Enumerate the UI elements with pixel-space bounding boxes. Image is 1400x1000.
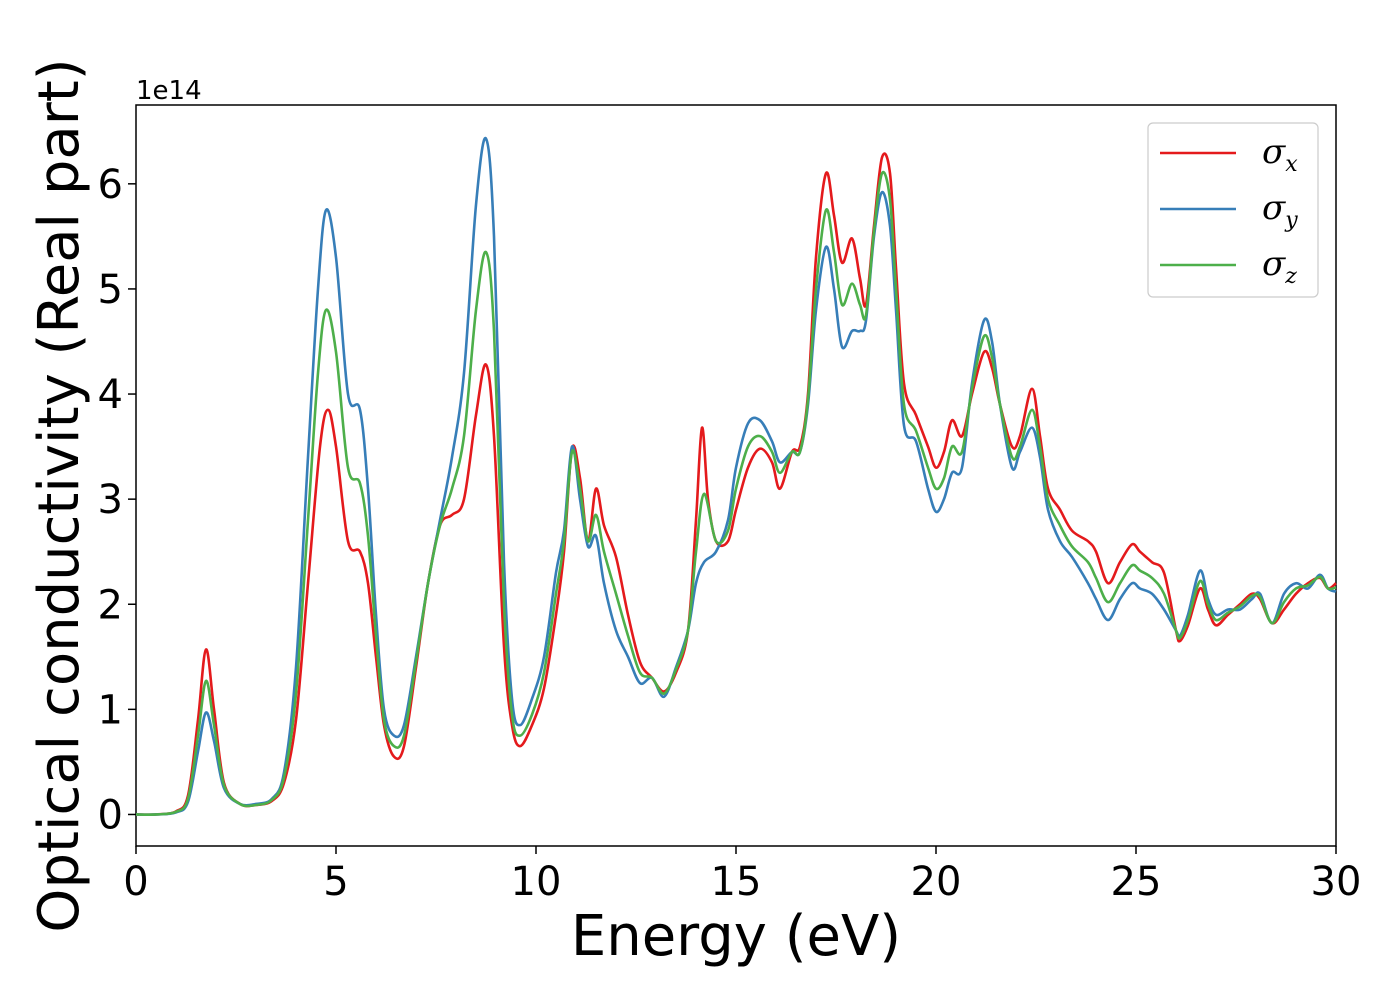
- x-tick-label: 0: [123, 859, 148, 905]
- x-tick-label: 5: [323, 859, 348, 905]
- y-tick-label: 6: [98, 162, 123, 208]
- y-axis: 0 1 2 3 4 5 6: [98, 162, 136, 838]
- plot-area: [135, 104, 1337, 847]
- x-axis-title: Energy (eV): [571, 904, 901, 969]
- series-line-x: [135, 152, 1337, 816]
- series-line-y: [135, 136, 1337, 816]
- y-tick-label: 1: [98, 687, 123, 733]
- x-tick-label: 15: [711, 859, 762, 905]
- legend-label-x: σx: [1262, 132, 1298, 177]
- x-tick-label: 30: [1311, 859, 1362, 905]
- y-offset-label: 1e14: [136, 76, 202, 106]
- x-axis: 0 5 10 15 20 25 30: [123, 846, 1361, 905]
- x-tick-label: 10: [511, 859, 562, 905]
- y-tick-label: 0: [98, 792, 123, 838]
- y-tick-label: 5: [98, 267, 123, 313]
- y-tick-label: 2: [98, 582, 123, 628]
- x-tick-label: 20: [911, 859, 962, 905]
- series-line-z: [135, 170, 1337, 816]
- x-tick-label: 25: [1111, 859, 1162, 905]
- y-tick-label: 4: [98, 372, 123, 418]
- y-tick-label: 3: [98, 477, 123, 523]
- legend: σx σy σz: [1147, 122, 1319, 298]
- legend-label-y: σy: [1262, 188, 1298, 233]
- legend-label-z: σz: [1262, 244, 1297, 289]
- y-axis-title: Optical conductivity (Real part): [27, 58, 92, 932]
- series-layer: [135, 136, 1337, 816]
